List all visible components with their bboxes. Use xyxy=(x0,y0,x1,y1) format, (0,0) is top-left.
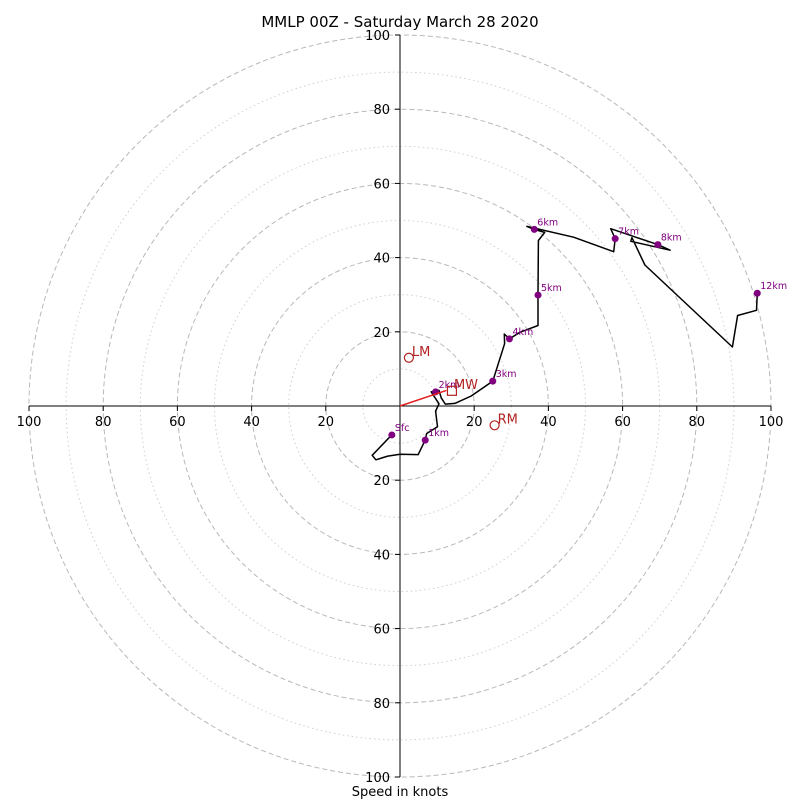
lm-motion-label: LM xyxy=(412,345,430,360)
height-marker: 6km xyxy=(530,217,558,233)
height-marker-dot xyxy=(753,289,761,297)
height-marker: 7km xyxy=(611,227,639,243)
height-marker: 1km xyxy=(421,428,449,444)
x-tick-label: 20 xyxy=(466,415,483,430)
height-marker-label: 6km xyxy=(537,217,558,228)
x-tick: 80 xyxy=(95,406,112,430)
x-tick: 20 xyxy=(466,406,483,430)
height-marker-dot xyxy=(388,431,396,439)
height-markers: Sfc 1km 2km 3km 4km 5km 6km 7km 8km 12km xyxy=(388,217,787,444)
height-marker: 8km xyxy=(654,233,682,249)
y-tick-label: 60 xyxy=(373,623,390,638)
lm-motion-circle xyxy=(403,352,415,363)
height-marker-label: 4km xyxy=(512,327,533,338)
x-tick-label: 60 xyxy=(169,415,186,430)
x-tick: 80 xyxy=(689,406,706,430)
height-marker-label: 1km xyxy=(428,428,449,439)
y-tick-label: 100 xyxy=(365,29,390,44)
y-tick-label: 80 xyxy=(373,697,390,712)
x-tick: 60 xyxy=(614,406,631,430)
x-axis-label: Speed in knots xyxy=(352,785,449,800)
height-marker: 12km xyxy=(753,281,787,297)
height-marker-label: 7km xyxy=(618,227,639,238)
mw-motion-square xyxy=(446,385,458,396)
height-marker-label: 2km xyxy=(439,380,460,391)
rm-motion-marker: RM xyxy=(489,412,518,431)
y-tick: 60 xyxy=(373,623,400,638)
tick-labels: 100 80 60 40 20 20 40 60 80 100 100 80 60 40 20 20 40 60 8… xyxy=(17,29,784,786)
height-marker-dot xyxy=(489,377,497,385)
y-tick: 100 xyxy=(365,771,400,786)
x-tick: 60 xyxy=(169,406,186,430)
lm-motion-marker: LM xyxy=(403,345,430,363)
mw-motion-marker: MW xyxy=(446,378,478,396)
height-marker-dot xyxy=(505,335,513,343)
x-tick-label: 40 xyxy=(540,415,557,430)
y-tick: 100 xyxy=(365,29,400,44)
x-tick-label: 80 xyxy=(689,415,706,430)
mw-motion-label: MW xyxy=(454,378,478,393)
y-tick: 40 xyxy=(373,252,400,267)
height-marker: 3km xyxy=(489,369,517,385)
y-tick: 40 xyxy=(373,548,400,563)
y-tick-label: 20 xyxy=(373,326,390,341)
height-marker: Sfc xyxy=(388,423,409,439)
x-tick: 20 xyxy=(318,406,335,430)
shear-vector-line xyxy=(399,389,447,407)
height-marker-dot xyxy=(421,436,429,444)
x-tick: 40 xyxy=(243,406,260,430)
storm-motion: RM LM MW xyxy=(399,345,518,431)
chart-title: MMLP 00Z - Saturday March 28 2020 xyxy=(261,13,538,31)
y-tick-label: 40 xyxy=(373,252,390,267)
height-marker: 4km xyxy=(505,327,533,343)
height-marker-label: 12km xyxy=(760,281,787,292)
height-marker-dot xyxy=(530,225,538,233)
y-tick-label: 60 xyxy=(373,177,390,192)
y-tick: 60 xyxy=(373,177,400,192)
y-tick: 20 xyxy=(373,474,400,489)
height-marker-label: 5km xyxy=(541,283,562,294)
height-marker-label: 8km xyxy=(661,233,682,244)
height-marker-dot xyxy=(654,241,662,249)
x-tick-label: 60 xyxy=(614,415,631,430)
x-tick-label: 40 xyxy=(243,415,260,430)
height-marker-dot xyxy=(534,291,542,299)
y-tick-label: 80 xyxy=(373,103,390,118)
rm-motion-label: RM xyxy=(498,412,518,427)
y-tick-label: 40 xyxy=(373,548,390,563)
x-tick-label: 20 xyxy=(318,415,335,430)
y-tick: 80 xyxy=(373,697,400,712)
y-tick: 80 xyxy=(373,103,400,118)
x-tick-label: 100 xyxy=(17,415,42,430)
x-tick: 40 xyxy=(540,406,557,430)
height-marker-label: Sfc xyxy=(395,423,410,434)
height-marker-label: 3km xyxy=(496,369,517,380)
y-tick: 20 xyxy=(373,326,400,341)
x-tick-label: 80 xyxy=(95,415,112,430)
x-tick: 100 xyxy=(759,406,784,430)
x-tick-label: 100 xyxy=(759,415,784,430)
height-marker: 5km xyxy=(534,283,562,299)
y-tick-label: 20 xyxy=(373,474,390,489)
rm-motion-circle xyxy=(489,420,500,431)
height-marker-dot xyxy=(611,235,619,243)
x-tick: 100 xyxy=(17,406,42,430)
y-tick-label: 100 xyxy=(365,771,390,786)
